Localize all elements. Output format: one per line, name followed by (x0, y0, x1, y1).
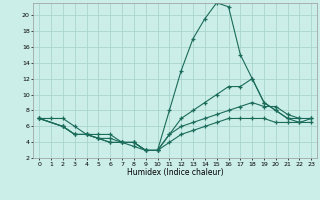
X-axis label: Humidex (Indice chaleur): Humidex (Indice chaleur) (127, 168, 224, 177)
